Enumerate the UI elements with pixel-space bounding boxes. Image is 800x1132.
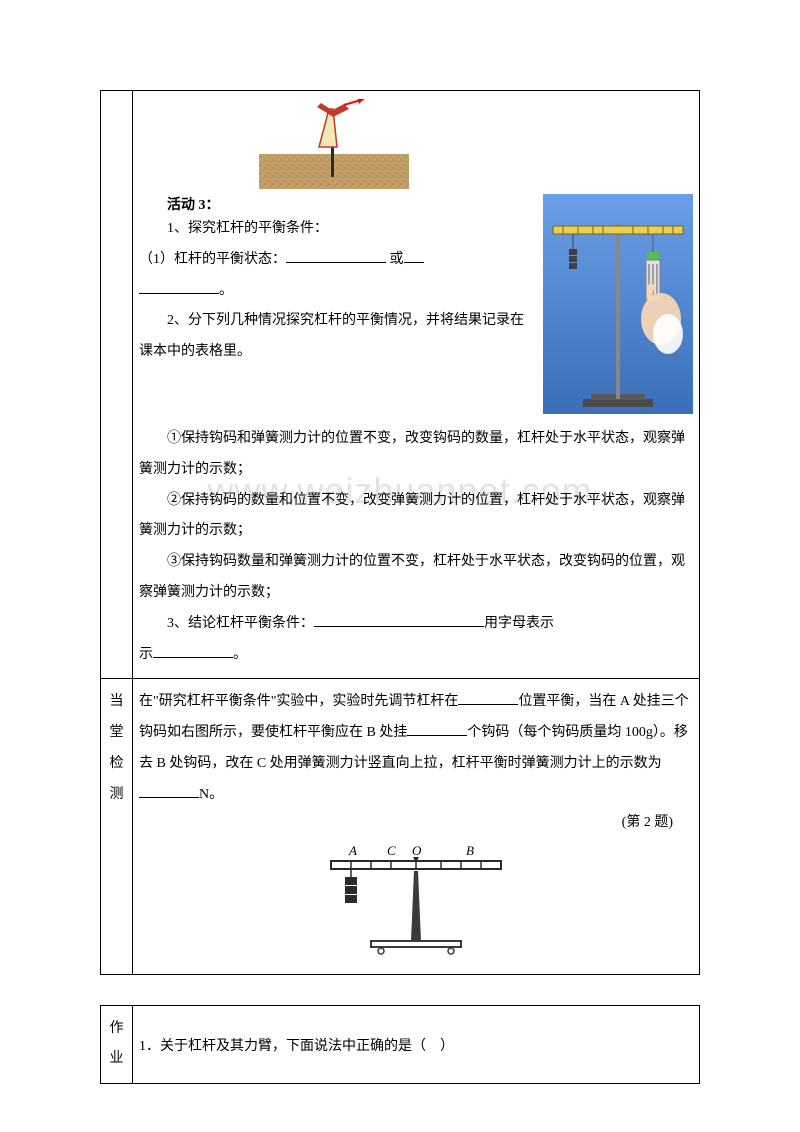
s1-line2c: 。 <box>219 283 233 298</box>
homework-table: 作 业 1．关于杠杆及其力臂，下面说法中正确的是（ ） <box>100 1005 700 1085</box>
label-o: O <box>412 843 422 858</box>
blank-state2b[interactable] <box>139 278 219 294</box>
s2-text: 在"研究杠杆平衡条件"实验中，实验时先调节杠杆在位置平衡，当在 A 处挂三个钩码… <box>139 687 693 810</box>
section2-label-cell: 当 堂 检 测 <box>101 679 133 974</box>
label-char-3: 检 <box>107 749 126 780</box>
blank-reading[interactable] <box>139 782 199 798</box>
section2-content: 在"研究杠杆平衡条件"实验中，实验时先调节杠杆在位置平衡，当在 A 处挂三个钩码… <box>133 679 700 974</box>
section1-label-cell <box>101 91 133 679</box>
main-document-table: 活动 3： 1、探究杠杆的平衡条件： （1）杠杆的平衡状态： 或 。 2、分下列… <box>100 90 700 975</box>
section3-content: 1．关于杠杆及其力臂，下面说法中正确的是（ ） <box>133 1005 700 1084</box>
hw-char-2: 业 <box>107 1044 126 1075</box>
section1-content: 活动 3： 1、探究杠杆的平衡条件： （1）杠杆的平衡状态： 或 。 2、分下列… <box>133 91 700 679</box>
label-c: C <box>387 843 396 858</box>
hw-q1: 1．关于杠杆及其力臂，下面说法中正确的是（ ） <box>139 1032 693 1063</box>
label-char-1: 当 <box>107 687 126 718</box>
s1-line6: ③保持钩码数量和弹簧测力计的位置不变，杠杆处于水平状态，改变钩码的位置，观察弹簧… <box>139 547 693 609</box>
label-char-2: 堂 <box>107 718 126 749</box>
s1-line4: ①保持钩码和弹簧测力计的位置不变，改变钩码的数量，杠杆处于水平状态，观察弹簧测力… <box>139 424 693 486</box>
s1-line2a: （1）杠杆的平衡状态： <box>139 252 286 267</box>
s1-line7: 3、结论杠杆平衡条件： 用字母表示 <box>139 609 693 640</box>
lever-apparatus-illustration <box>543 194 693 414</box>
q2-label: (第 2 题) <box>139 811 693 831</box>
s2-t1a: 在"研究杠杆平衡条件"实验中，实验时先调节杠杆在 <box>139 694 458 709</box>
s1-line7b2: 示 <box>139 647 153 662</box>
s1-line2b: 或 <box>390 252 404 267</box>
hammer-illustration <box>259 99 409 189</box>
balance-illustration: A C O B <box>311 841 521 956</box>
label-b: B <box>466 843 474 858</box>
s2-t1d: N。 <box>199 787 223 802</box>
s1-line7c-row: 示。 <box>139 640 693 671</box>
s1-line7b: 用字母表示 <box>484 616 554 631</box>
s1-line7a: 3、结论杠杆平衡条件： <box>167 616 314 631</box>
hw-char-1: 作 <box>107 1014 126 1045</box>
blank-count[interactable] <box>407 720 467 736</box>
s1-line5: ②保持钩码的数量和位置不变，改变弹簧测力计的位置，杠杆处于水平状态，观察弹簧测力… <box>139 486 693 548</box>
blank-state1[interactable] <box>286 247 386 263</box>
section3-label-cell: 作 业 <box>101 1005 133 1084</box>
label-a: A <box>348 843 357 858</box>
s1-line7c: 。 <box>233 647 247 662</box>
blank-conclusion[interactable] <box>314 611 484 627</box>
blank-position[interactable] <box>458 689 518 705</box>
blank-state2a[interactable] <box>404 247 424 263</box>
blank-formula[interactable] <box>153 642 233 658</box>
label-char-4: 测 <box>107 780 126 811</box>
